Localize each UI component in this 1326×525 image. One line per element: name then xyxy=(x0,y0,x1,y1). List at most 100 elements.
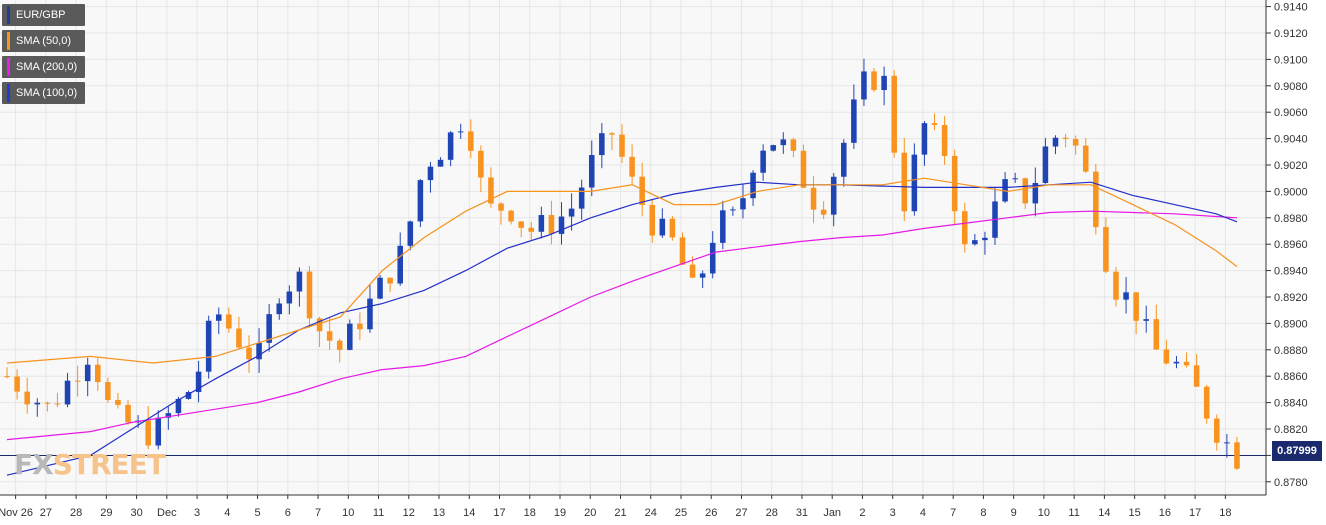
legend-item-sma200[interactable]: SMA (200,0) xyxy=(2,56,86,78)
line-swatch-icon xyxy=(7,58,10,76)
sma50-line xyxy=(6,177,1238,364)
y-tick-label: 0.9080 xyxy=(1274,81,1308,93)
candle-body xyxy=(14,376,20,392)
x-tick-label: 18 xyxy=(524,507,536,519)
candle-body xyxy=(1032,182,1039,204)
candle-body xyxy=(1143,319,1149,321)
candle-body xyxy=(780,139,787,146)
y-tick-label: 0.9140 xyxy=(1274,2,1308,14)
x-tick-label: 2 xyxy=(859,507,865,519)
plot-area xyxy=(0,0,1266,495)
candle-body xyxy=(468,131,474,151)
candle-body xyxy=(1163,349,1170,364)
y-tick-label: 0.8980 xyxy=(1274,213,1308,225)
x-tick-label: 25 xyxy=(675,507,687,519)
x-tick-label: 3 xyxy=(194,507,200,519)
candle-body xyxy=(125,404,131,423)
candle-body xyxy=(155,417,162,446)
x-tick-label: 14 xyxy=(1098,507,1110,519)
candle-body xyxy=(478,150,484,178)
candle-body xyxy=(891,75,897,153)
candle-body xyxy=(720,210,726,243)
candle-body xyxy=(1133,292,1139,321)
candle-body xyxy=(165,413,172,418)
sma-lines xyxy=(6,177,1238,476)
candle-body xyxy=(548,215,555,234)
x-tick-label: Nov 26 xyxy=(0,507,33,519)
candle-body xyxy=(276,303,283,315)
candle-body xyxy=(84,364,91,382)
x-tick-label: 4 xyxy=(224,507,230,519)
candle-body xyxy=(921,123,928,155)
candle-body xyxy=(185,392,192,399)
x-tick-label: 30 xyxy=(130,507,142,519)
candle-body xyxy=(659,218,666,236)
x-tick-label: 20 xyxy=(584,507,596,519)
candle-body xyxy=(326,331,333,341)
x-tick-label: 19 xyxy=(554,507,566,519)
x-tick-label: 17 xyxy=(493,507,505,519)
candle-body xyxy=(1203,386,1210,419)
candle-body xyxy=(508,210,514,222)
candle-body xyxy=(871,71,877,91)
x-tick-label: 28 xyxy=(70,507,82,519)
x-tick-label: 14 xyxy=(463,507,475,519)
legend-item-sma100[interactable]: SMA (100,0) xyxy=(2,82,86,104)
legend-label: EUR/GBP xyxy=(16,9,66,21)
x-tick-label: 16 xyxy=(1159,507,1171,519)
candle-body xyxy=(498,203,504,211)
candle-body xyxy=(730,209,736,211)
legend-item-sma50[interactable]: SMA (50,0) xyxy=(2,30,86,52)
candle-body xyxy=(861,71,867,100)
candle-body xyxy=(306,271,313,319)
line-swatch-icon xyxy=(7,32,10,50)
x-tick-label: 7 xyxy=(950,507,956,519)
candle-body xyxy=(1012,178,1018,180)
candle-body xyxy=(256,342,262,360)
line-swatch-icon xyxy=(7,84,10,102)
candle-body xyxy=(1123,292,1129,300)
y-tick-label: 0.9020 xyxy=(1274,160,1308,172)
candle-body xyxy=(215,314,222,321)
candle-body xyxy=(24,391,30,405)
candle-body xyxy=(226,314,232,329)
candle-body xyxy=(740,198,746,210)
candle-body xyxy=(1082,145,1089,172)
candle-body xyxy=(175,398,182,414)
x-tick-label: 7 xyxy=(315,507,321,519)
x-tick-label: 10 xyxy=(342,507,354,519)
candle-body xyxy=(760,150,766,173)
candle-body xyxy=(336,340,343,350)
candle-body xyxy=(941,124,948,156)
x-tick-label: 29 xyxy=(100,507,112,519)
x-tick-label: 12 xyxy=(403,507,415,519)
x-tick-label: 13 xyxy=(433,507,445,519)
grid xyxy=(0,0,1266,495)
candle-body xyxy=(790,139,797,151)
x-tick-label: 3 xyxy=(890,507,896,519)
candle-body xyxy=(4,376,10,378)
candle-body xyxy=(1093,171,1099,228)
y-tick-label: 0.8820 xyxy=(1274,424,1308,436)
candle-body xyxy=(115,399,121,405)
candle-body xyxy=(609,133,615,135)
candle-body xyxy=(961,211,968,245)
candle-body xyxy=(709,242,716,274)
logo-fx: FX xyxy=(14,448,54,481)
y-tick-label: 0.8960 xyxy=(1274,239,1308,251)
candle-body xyxy=(639,176,645,205)
candle-body xyxy=(528,227,535,232)
x-tick-label: Dec xyxy=(157,507,177,519)
x-tick-label: 31 xyxy=(796,507,808,519)
candle-body xyxy=(367,298,373,330)
candle-body xyxy=(851,99,857,143)
candle-body xyxy=(649,204,656,236)
candle-body xyxy=(669,218,676,238)
candle-body xyxy=(54,403,61,405)
candle-body xyxy=(387,277,393,284)
candle-body xyxy=(397,245,403,284)
candle-body xyxy=(881,75,887,91)
y-tick-label: 0.8840 xyxy=(1274,398,1308,410)
legend-item-eurgbp[interactable]: EUR/GBP xyxy=(2,4,86,26)
